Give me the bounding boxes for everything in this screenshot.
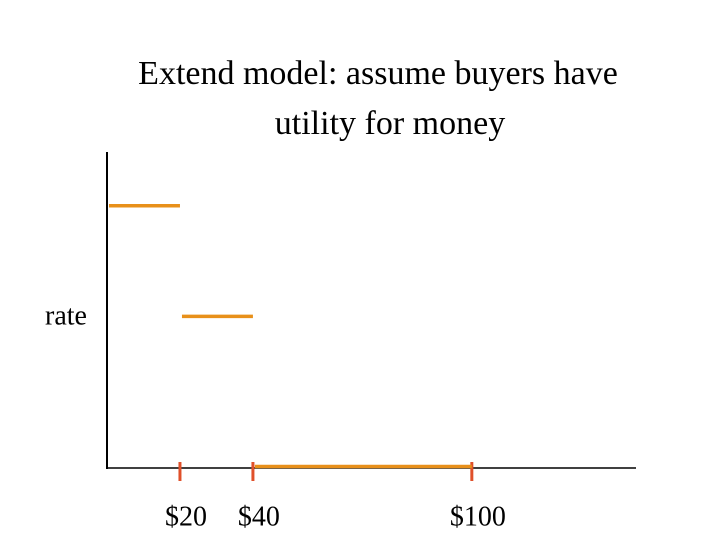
y-axis-label: rate <box>45 300 87 331</box>
x-tick-label: $100 <box>450 501 506 532</box>
title-line: Extend model: assume buyers have <box>138 55 618 92</box>
x-tick-label: $20 <box>165 501 207 532</box>
title-line: utility for money <box>275 105 505 142</box>
x-tick-label: $40 <box>238 501 280 532</box>
